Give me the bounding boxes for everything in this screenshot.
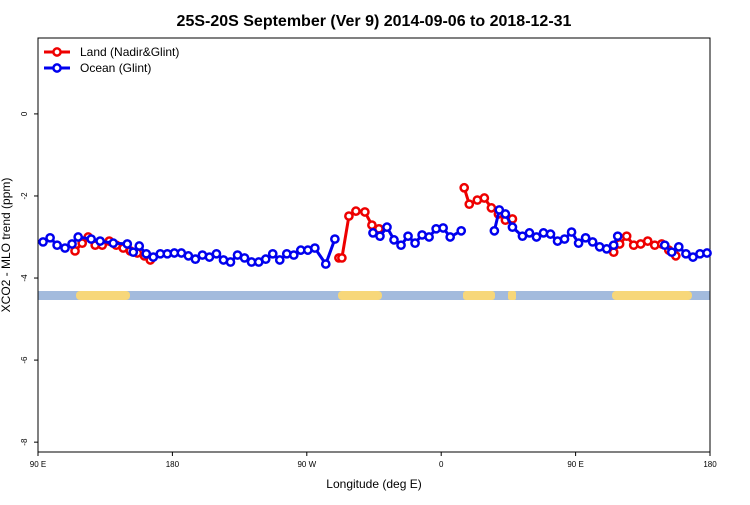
- data-point: [86, 234, 97, 244]
- x-tick-label: 0: [439, 460, 444, 469]
- data-point: [288, 250, 299, 260]
- data-point: [659, 240, 670, 251]
- data-point: [403, 231, 413, 242]
- data-point: [545, 229, 556, 239]
- data-point: [122, 239, 133, 249]
- legend: Land (Nadir&Glint) Ocean (Glint): [44, 45, 179, 75]
- data-point: [410, 238, 420, 249]
- data-point: [702, 248, 712, 258]
- data-point: [108, 238, 119, 249]
- x-tick-label: 180: [703, 460, 717, 469]
- data-point: [573, 238, 584, 249]
- x-tick-label: 90 E: [567, 460, 583, 469]
- data-point: [211, 248, 222, 259]
- data-point: [500, 209, 511, 219]
- data-point: [587, 237, 598, 247]
- y-tick-label: -4: [20, 274, 29, 282]
- x-tick-label: 180: [166, 460, 180, 469]
- data-point: [45, 232, 55, 243]
- data-point: [438, 223, 448, 233]
- y-tick-label: 0: [20, 111, 29, 116]
- legend-label: Ocean (Glint): [80, 61, 151, 75]
- data-point: [486, 203, 497, 213]
- legend-marker: [52, 63, 62, 73]
- y-tick-label: -6: [20, 356, 29, 364]
- data-point: [360, 207, 370, 217]
- series: [38, 205, 712, 269]
- y-tick-label: -2: [20, 192, 29, 200]
- data-point: [479, 193, 490, 203]
- data-point: [239, 253, 250, 263]
- data-point: [134, 241, 145, 251]
- land-patch: [76, 291, 130, 300]
- data-point: [67, 239, 77, 249]
- land-patch: [508, 291, 516, 300]
- data-point: [456, 225, 467, 236]
- data-point: [673, 241, 684, 252]
- data-point: [190, 254, 201, 265]
- data-point: [310, 243, 320, 253]
- x-tick-label: 90 E: [30, 460, 46, 469]
- data-point: [642, 236, 653, 246]
- data-point: [612, 231, 623, 242]
- legend-label: Land (Nadir&Glint): [80, 45, 179, 59]
- land-patch: [463, 291, 495, 300]
- y-axis-label: XCO2 - MLO trend (ppm): [0, 178, 13, 313]
- data-point: [52, 240, 62, 251]
- y-tick-label: -8: [20, 438, 29, 446]
- data-point: [73, 232, 84, 242]
- data-point: [330, 234, 340, 244]
- data-point: [128, 247, 139, 258]
- land-patch: [338, 291, 382, 300]
- x-axis-label: Longitude (deg E): [326, 477, 421, 491]
- data-point: [507, 222, 518, 233]
- data-point: [459, 182, 470, 193]
- data-point: [524, 228, 535, 238]
- data-point: [225, 257, 236, 267]
- x-tick-label: 90 W: [297, 460, 316, 469]
- land-patch: [612, 291, 692, 300]
- data-point: [396, 240, 406, 251]
- data-point: [38, 237, 48, 247]
- chart-title: 25S-20S September (Ver 9) 2014-09-06 to …: [177, 13, 572, 30]
- data-point: [267, 248, 278, 259]
- data-point: [95, 236, 105, 246]
- legend-marker: [52, 47, 62, 57]
- land-mask-strip: [38, 291, 710, 300]
- data-point: [60, 243, 70, 253]
- data-point: [559, 234, 570, 244]
- data-point: [601, 244, 612, 254]
- data-point: [320, 259, 331, 269]
- data-point: [382, 222, 392, 233]
- data-point: [344, 211, 354, 221]
- data-point: [464, 199, 475, 210]
- data-point: [375, 231, 385, 242]
- data-point: [666, 247, 677, 258]
- data-point: [274, 255, 285, 265]
- data-point: [580, 232, 591, 243]
- data-point: [566, 227, 577, 237]
- data-point: [337, 253, 347, 263]
- data-point: [608, 240, 619, 251]
- data-point: [531, 232, 542, 242]
- data-point: [424, 232, 434, 242]
- data-point: [445, 232, 456, 242]
- data-point: [489, 225, 500, 236]
- data-point: [621, 231, 632, 242]
- data-point: [389, 235, 399, 245]
- data-point: [351, 206, 361, 216]
- data-point: [260, 254, 271, 265]
- plot-frame: [37, 37, 711, 453]
